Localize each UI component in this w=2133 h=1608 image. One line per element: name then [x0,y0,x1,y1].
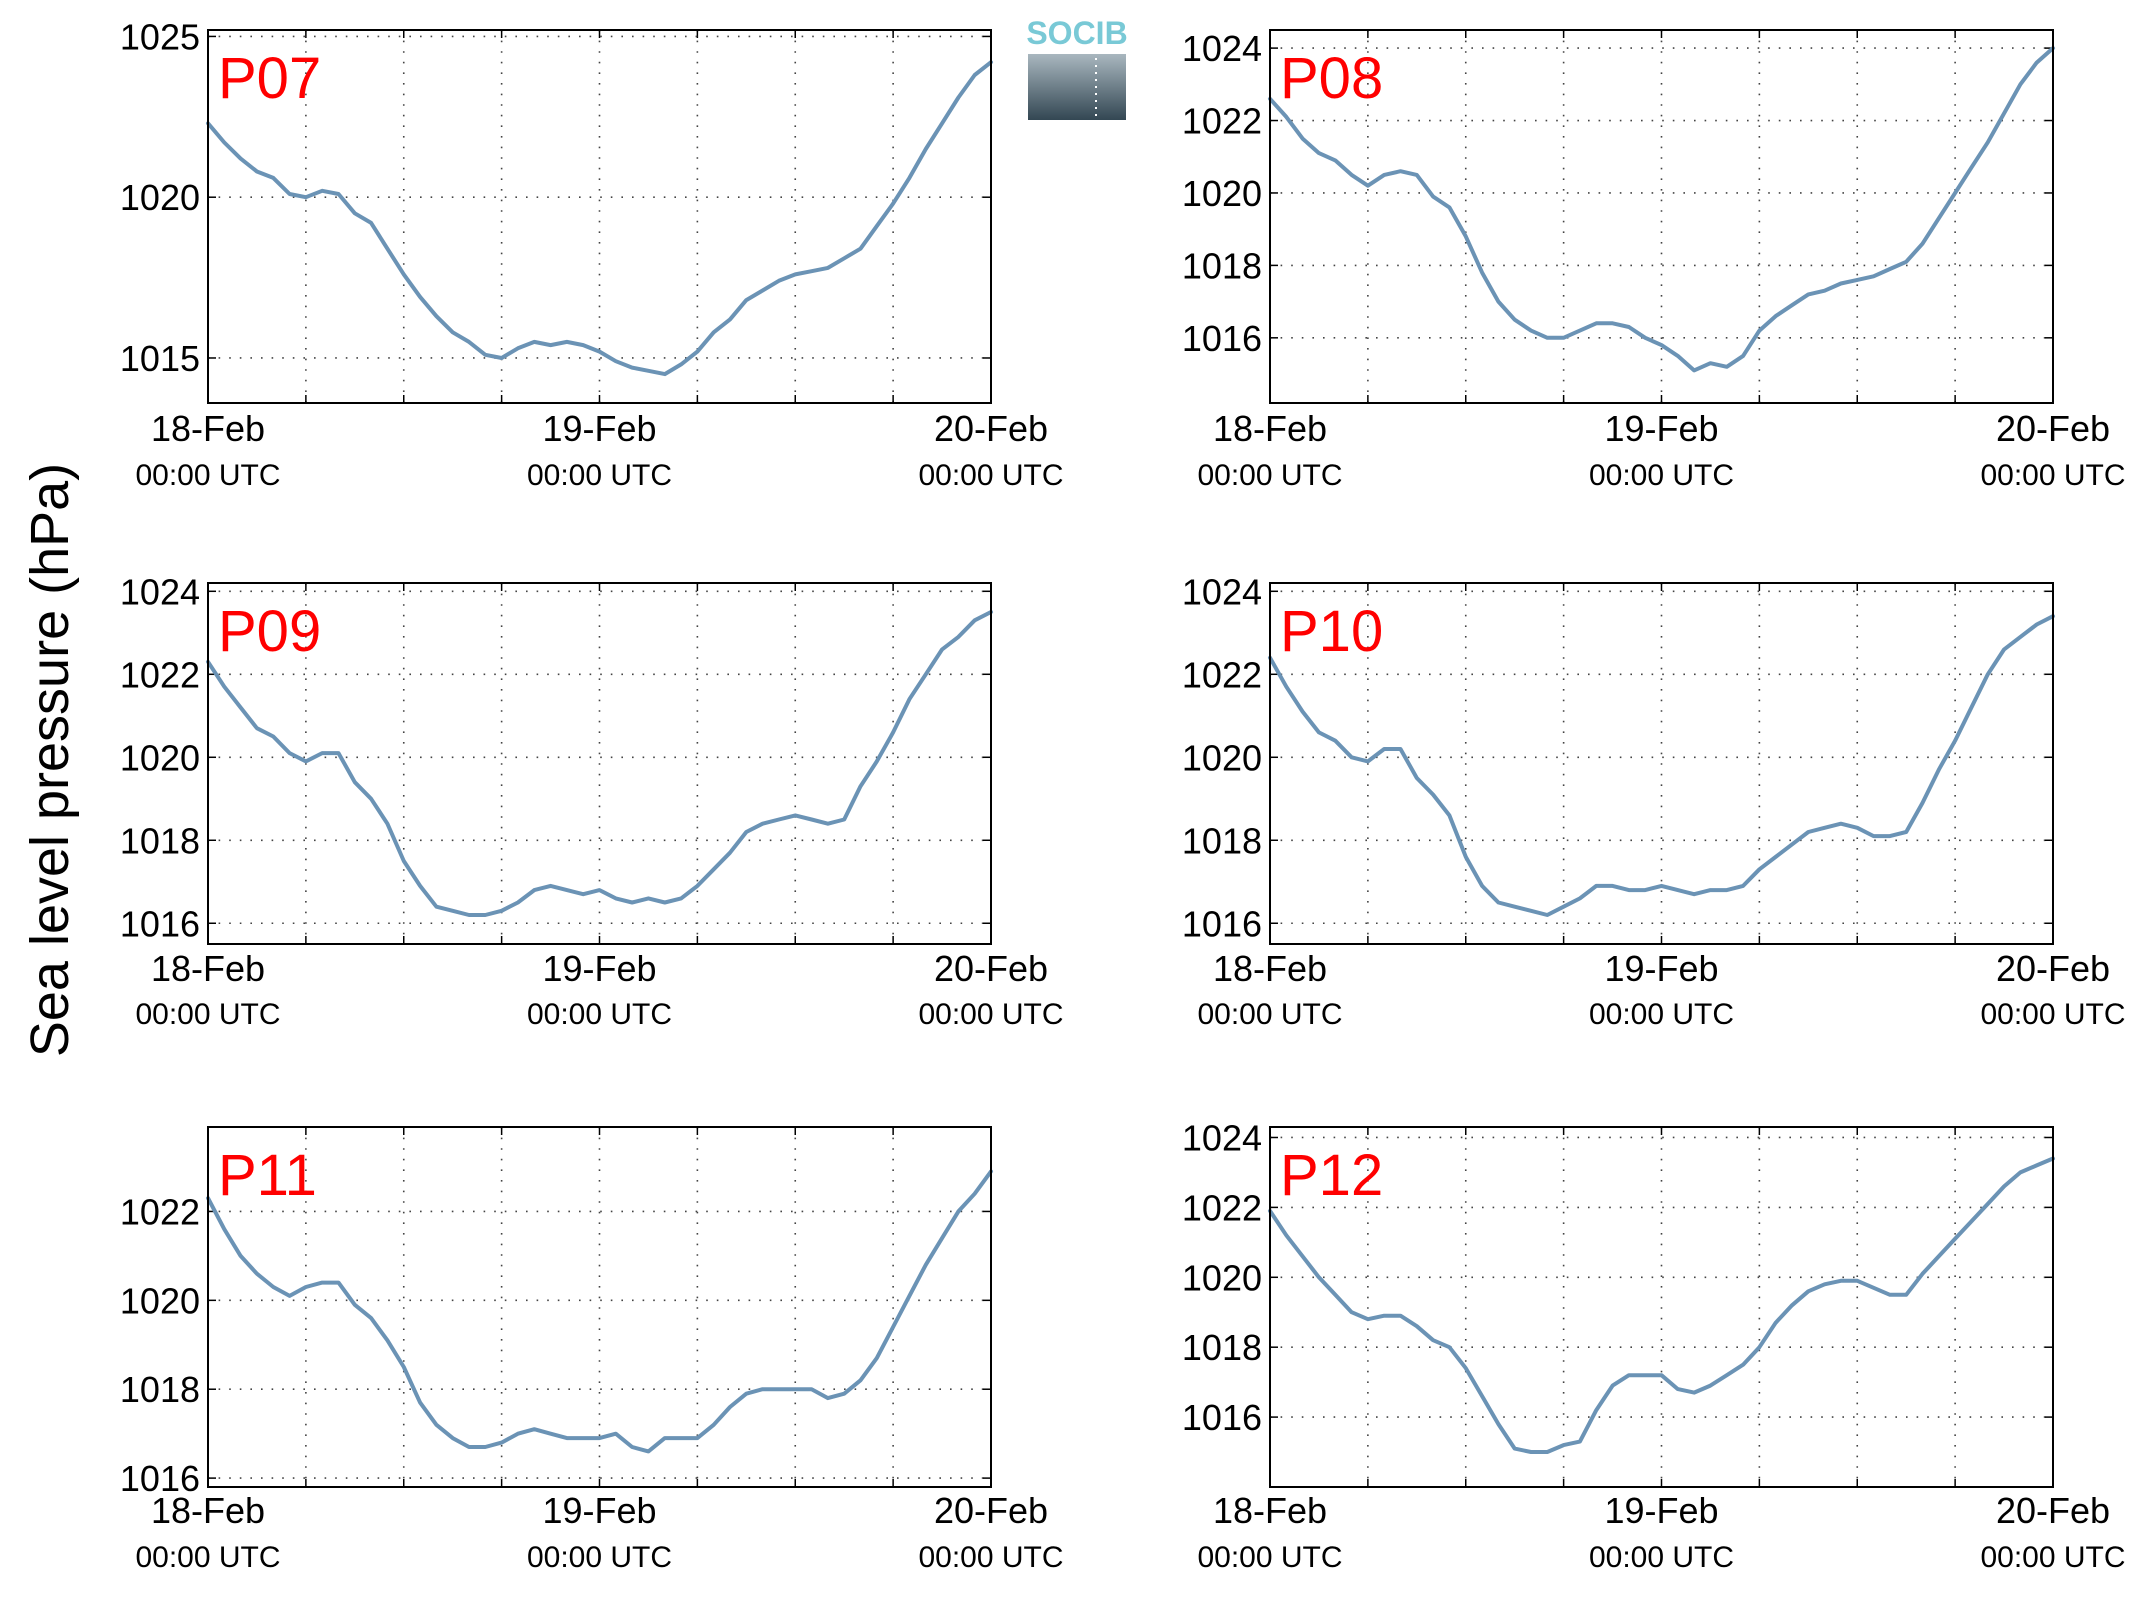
panel-label: P12 [1280,1143,1383,1208]
axes-frame [207,1126,992,1488]
axes-frame [207,582,992,945]
y-tick-label: 1018 [120,820,200,861]
x-tick-label-time: 00:00 UTC [1980,998,2125,1031]
y-tick-label: 1022 [1182,1187,1262,1228]
y-tick-label: 1020 [1182,173,1262,214]
x-tick-label-time: 00:00 UTC [527,459,672,492]
series-line [206,1169,993,1454]
axes-frame [1269,582,2054,945]
x-tick-label-time: 00:00 UTC [918,1541,1063,1574]
series-line [1268,614,2055,917]
y-tick-label: 1022 [120,1191,200,1232]
x-tick-label-time: 00:00 UTC [527,998,672,1031]
y-tick-label: 1016 [1182,318,1262,359]
x-tick-label-time: 00:00 UTC [1980,1541,2125,1574]
x-tick-label-date: 20-Feb [1996,948,2110,989]
y-tick-label: 1018 [1182,245,1262,286]
y-tick-label: 1018 [120,1369,200,1410]
y-tick-label: 1020 [1182,1257,1262,1298]
y-tick-label: 1024 [1182,28,1262,69]
y-axis-label: Sea level pressure (hPa) [20,463,80,1057]
socib-logo-text: SOCIB [1026,15,1127,51]
x-tick-label-time: 00:00 UTC [1589,998,1734,1031]
x-tick-label-date: 19-Feb [1604,408,1718,449]
y-tick-label: 1018 [1182,820,1262,861]
x-tick-label-date: 18-Feb [151,1490,265,1531]
x-tick-label-time: 00:00 UTC [135,459,280,492]
panel-p10: 1016 1018 1020 1022 1024 18-Feb 00:00 UTC 19-Fe… [1182,571,2126,1031]
x-tick-label-time: 00:00 UTC [527,1541,672,1574]
x-tick-label-date: 18-Feb [1213,408,1327,449]
y-tick-label: 1022 [120,654,200,695]
y-tick-label: 1016 [1182,903,1262,944]
y-tick-label: 1024 [120,571,200,612]
axes-frame [207,29,992,404]
x-tick-label-time: 00:00 UTC [1197,1541,1342,1574]
x-tick-label-time: 00:00 UTC [135,1541,280,1574]
x-tick-label-time: 00:00 UTC [135,998,280,1031]
socib-logo: SOCIB [1026,15,1128,120]
y-tick-label: 1022 [1182,654,1262,695]
panel-label: P10 [1280,599,1383,664]
series-line [206,610,993,917]
x-tick-label-date: 19-Feb [542,1490,656,1531]
y-tick-label: 1020 [1182,737,1262,778]
x-tick-label-date: 19-Feb [1604,1490,1718,1531]
x-tick-label-time: 00:00 UTC [918,459,1063,492]
x-tick-label-date: 18-Feb [1213,1490,1327,1531]
x-tick-label-time: 00:00 UTC [1197,998,1342,1031]
x-tick-label-time: 00:00 UTC [1197,459,1342,492]
x-tick-label-date: 19-Feb [542,948,656,989]
x-tick-label-time: 00:00 UTC [918,998,1063,1031]
panel-p11: 1016 1018 1020 1022 18-Feb 00:00 UTC 19-Feb 00:… [120,1126,1064,1574]
x-tick-label-date: 20-Feb [934,408,1048,449]
panel-label: P11 [218,1143,317,1208]
x-tick-label-date: 18-Feb [151,408,265,449]
x-tick-label-date: 18-Feb [151,948,265,989]
y-tick-label: 1016 [120,1458,200,1499]
panel-label: P08 [1280,46,1383,111]
series-line [1268,46,2055,373]
x-tick-label-date: 19-Feb [1604,948,1718,989]
socib-logo-block [1028,54,1126,120]
y-tick-label: 1022 [1182,101,1262,142]
panel-p09: 1016 1018 1020 1022 1024 18-Feb 00:00 UTC 19-Fe… [120,571,1064,1031]
panel-p12: 1016 1018 1020 1022 1024 18-Feb 00:00 UTC 19-Fe… [1182,1117,2126,1574]
x-tick-label-date: 20-Feb [1996,1490,2110,1531]
panel-p08: 1016 1018 1020 1022 1024 18-Feb 00:00 UTC 19-Fe… [1182,28,2126,492]
x-tick-label-date: 20-Feb [934,948,1048,989]
x-tick-label-date: 18-Feb [1213,948,1327,989]
y-tick-label: 1016 [1182,1397,1262,1438]
y-tick-label: 1020 [120,177,200,218]
y-tick-label: 1020 [120,1280,200,1321]
x-tick-label-time: 00:00 UTC [1589,1541,1734,1574]
axes-frame [1269,29,2054,404]
y-tick-label: 1024 [1182,571,1262,612]
axes-frame [1269,1126,2054,1488]
panels: 1015 1020 1025 18-Feb 00:00 UTC 19-Feb 00:00 U… [120,16,2126,1574]
y-tick-label: 1015 [120,338,200,379]
x-tick-label-time: 00:00 UTC [1589,459,1734,492]
y-tick-label: 1024 [1182,1117,1262,1158]
y-tick-label: 1018 [1182,1327,1262,1368]
series-line [1268,1156,2055,1454]
panel-label: P09 [218,599,321,664]
x-tick-label-date: 20-Feb [1996,408,2110,449]
y-tick-label: 1020 [120,737,200,778]
y-tick-label: 1016 [120,903,200,944]
y-tick-label: 1025 [120,16,200,57]
series-line [206,60,993,377]
panel-label: P07 [218,46,321,111]
panel-p07: 1015 1020 1025 18-Feb 00:00 UTC 19-Feb 00:00 U… [120,16,1064,492]
x-tick-label-date: 20-Feb [934,1490,1048,1531]
x-tick-label-date: 19-Feb [542,408,656,449]
x-tick-label-time: 00:00 UTC [1980,459,2125,492]
